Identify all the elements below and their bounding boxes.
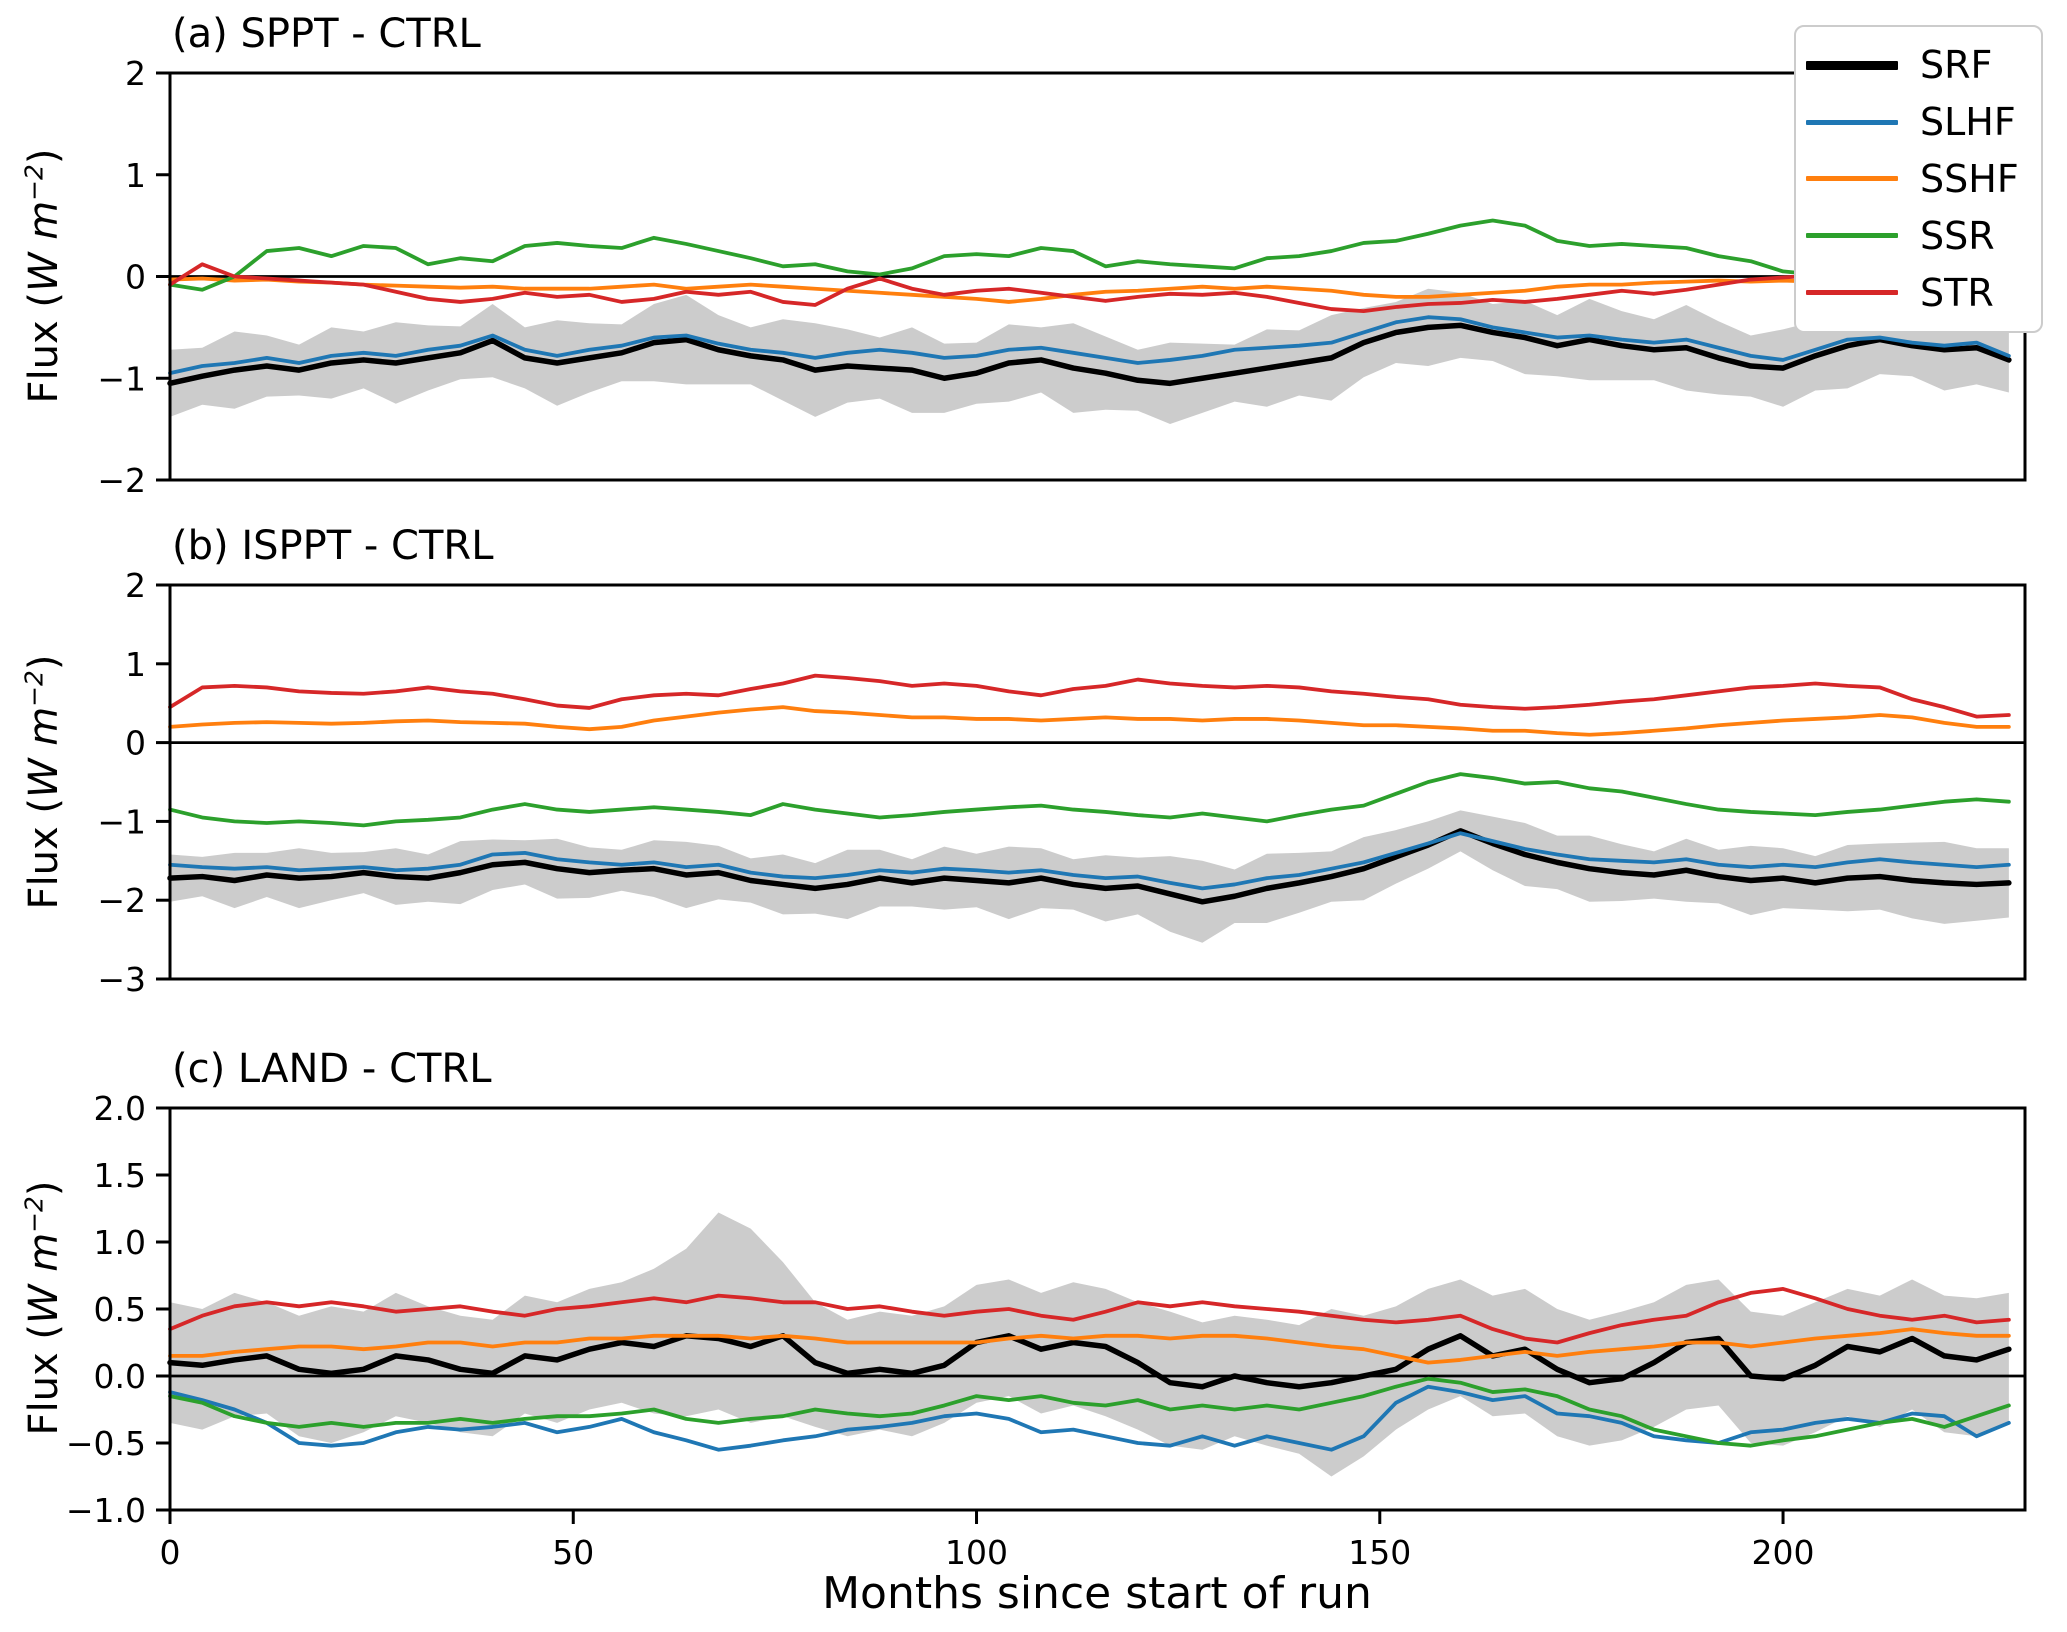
panel-a-series-str <box>168 262 2011 313</box>
x-tick-label: 0 <box>160 1533 181 1572</box>
x-tick-label: 100 <box>945 1533 1008 1572</box>
panel-a-y-axis-label: Flux (W m−2) <box>19 148 67 404</box>
panel-c-series-srf <box>167 1333 2012 1390</box>
y-tick-label: 2.0 <box>94 1089 146 1128</box>
y-tick-label: 0.5 <box>94 1290 146 1329</box>
y-tick-label: 2 <box>125 566 146 605</box>
panel-a-series-ssr <box>168 218 2011 292</box>
y-tick-label: −0.5 <box>66 1424 146 1463</box>
x-tick-label: 150 <box>1348 1533 1411 1572</box>
panel-a: 2 1 0 −1 −2 <box>97 54 2027 500</box>
legend-line-swatch-srf <box>1806 60 1898 70</box>
panel-b-series-srf <box>167 828 2012 905</box>
y-tick-label: −2 <box>97 881 146 920</box>
legend-item-str: STR <box>1806 274 2041 312</box>
legend-label-sshf: SSHF <box>1920 156 2019 201</box>
legend-label-ssr: SSR <box>1920 213 1995 258</box>
panel-c-series-ssr <box>168 1376 2011 1448</box>
legend-item-ssr: SSR <box>1806 217 2041 255</box>
panel-b-title: (b) ISPPT - CTRL <box>172 523 494 569</box>
legend-item-sshf: SSHF <box>1806 160 2041 198</box>
panel-b-spines <box>168 583 2027 981</box>
panel-c: 2.0 1.5 1.0 0.5 0.0 −0.5 −1.0 0 50 100 150 200 <box>66 1089 2027 1572</box>
panel-a-series-sshf <box>168 276 2011 304</box>
y-tick-label: 1.0 <box>94 1223 146 1262</box>
y-tick-label: 0.0 <box>94 1357 146 1396</box>
y-tick-label: −2 <box>97 461 146 500</box>
panel-b-series-slhf <box>168 831 2011 891</box>
panel-c-series-sshf <box>168 1327 2011 1365</box>
panel-c-series-str <box>168 1287 2011 1345</box>
legend: SRF SLHF SSHF SSR STR <box>1794 25 2043 333</box>
panel-a-series-srf <box>167 322 2012 387</box>
panel-a-title: (a) SPPT - CTRL <box>172 11 481 57</box>
panel-b-series-ssr <box>168 772 2011 828</box>
y-tick-label: −3 <box>97 960 146 999</box>
legend-item-srf: SRF <box>1806 46 2041 84</box>
panel-c-series-slhf <box>168 1384 2011 1452</box>
panel-b: 2 1 0 −1 −2 −3 <box>97 566 2027 999</box>
y-tick-label: −1.0 <box>66 1491 146 1530</box>
y-tick-label: 1 <box>125 156 146 195</box>
panel-b-series-sshf <box>168 705 2011 737</box>
y-tick-label: 1.5 <box>94 1156 146 1195</box>
y-tick-label: 1 <box>125 645 146 684</box>
panel-c-title: (c) LAND - CTRL <box>172 1046 492 1092</box>
panel-c-y-axis-label: Flux (W m−2) <box>19 1180 67 1436</box>
legend-item-slhf: SLHF <box>1806 103 2041 141</box>
legend-line-swatch-slhf <box>1806 119 1898 125</box>
x-tick-label: 50 <box>552 1533 594 1572</box>
legend-line-swatch-ssr <box>1806 233 1898 239</box>
legend-line-swatch-str <box>1806 290 1898 296</box>
y-tick-label: 2 <box>125 54 146 93</box>
legend-line-swatch-sshf <box>1806 176 1898 182</box>
legend-label-slhf: SLHF <box>1920 100 2016 145</box>
panel-b-y-axis-label: Flux (W m−2) <box>19 654 67 910</box>
legend-label-srf: SRF <box>1920 43 1993 88</box>
y-tick-label: 0 <box>125 258 146 297</box>
y-tick-label: 0 <box>125 724 146 763</box>
legend-label-str: STR <box>1920 270 1994 315</box>
panel-b-series-str <box>168 673 2011 719</box>
x-axis-label: Months since start of run <box>822 1568 1372 1619</box>
y-tick-label: −1 <box>97 359 146 398</box>
x-tick-label: 200 <box>1752 1533 1815 1572</box>
panel-a-series-slhf <box>168 315 2011 376</box>
y-tick-label: −1 <box>97 802 146 841</box>
